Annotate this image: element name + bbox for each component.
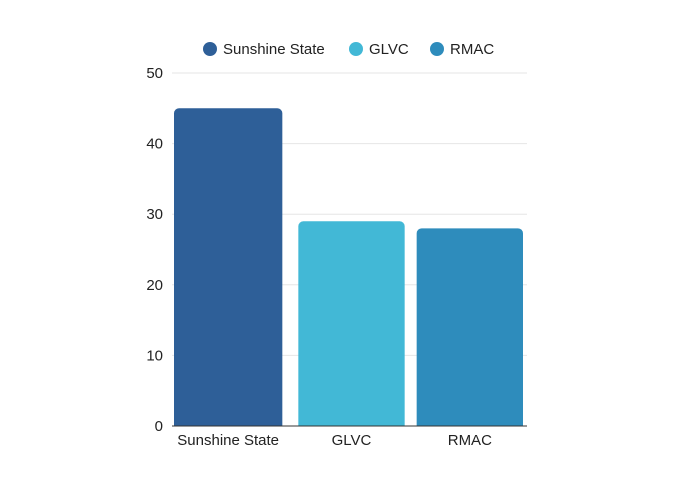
legend-marker-sunshine-state bbox=[203, 42, 217, 56]
y-tick-label-30: 30 bbox=[146, 206, 163, 223]
y-tick-label-0: 0 bbox=[155, 418, 163, 435]
legend-marker-rmac bbox=[430, 42, 444, 56]
bars bbox=[172, 108, 527, 433]
y-tick-label-50: 50 bbox=[146, 65, 163, 82]
x-label-rmac: RMAC bbox=[448, 432, 492, 449]
y-axis-ticks: 0 10 20 30 40 50 bbox=[146, 65, 163, 435]
x-label-sunshine-state: Sunshine State bbox=[177, 432, 279, 449]
legend-label-rmac: RMAC bbox=[450, 41, 494, 58]
legend-item-rmac: RMAC bbox=[430, 41, 494, 58]
legend-item-glvc: GLVC bbox=[349, 41, 409, 58]
bar-rmac bbox=[416, 228, 523, 431]
legend-marker-glvc bbox=[349, 42, 363, 56]
legend-label-sunshine-state: Sunshine State bbox=[223, 41, 325, 58]
x-label-glvc: GLVC bbox=[332, 432, 372, 449]
baseline-mask bbox=[172, 426, 527, 433]
legend: Sunshine State GLVC RMAC bbox=[203, 41, 494, 58]
x-axis-labels: Sunshine State GLVC RMAC bbox=[177, 432, 492, 449]
legend-label-glvc: GLVC bbox=[369, 41, 409, 58]
bar-glvc bbox=[298, 221, 405, 431]
y-tick-label-40: 40 bbox=[146, 136, 163, 153]
legend-item-sunshine-state: Sunshine State bbox=[203, 41, 325, 58]
bar-sunshine-state bbox=[174, 108, 283, 432]
y-tick-label-20: 20 bbox=[146, 277, 163, 294]
y-tick-label-10: 10 bbox=[146, 347, 163, 364]
